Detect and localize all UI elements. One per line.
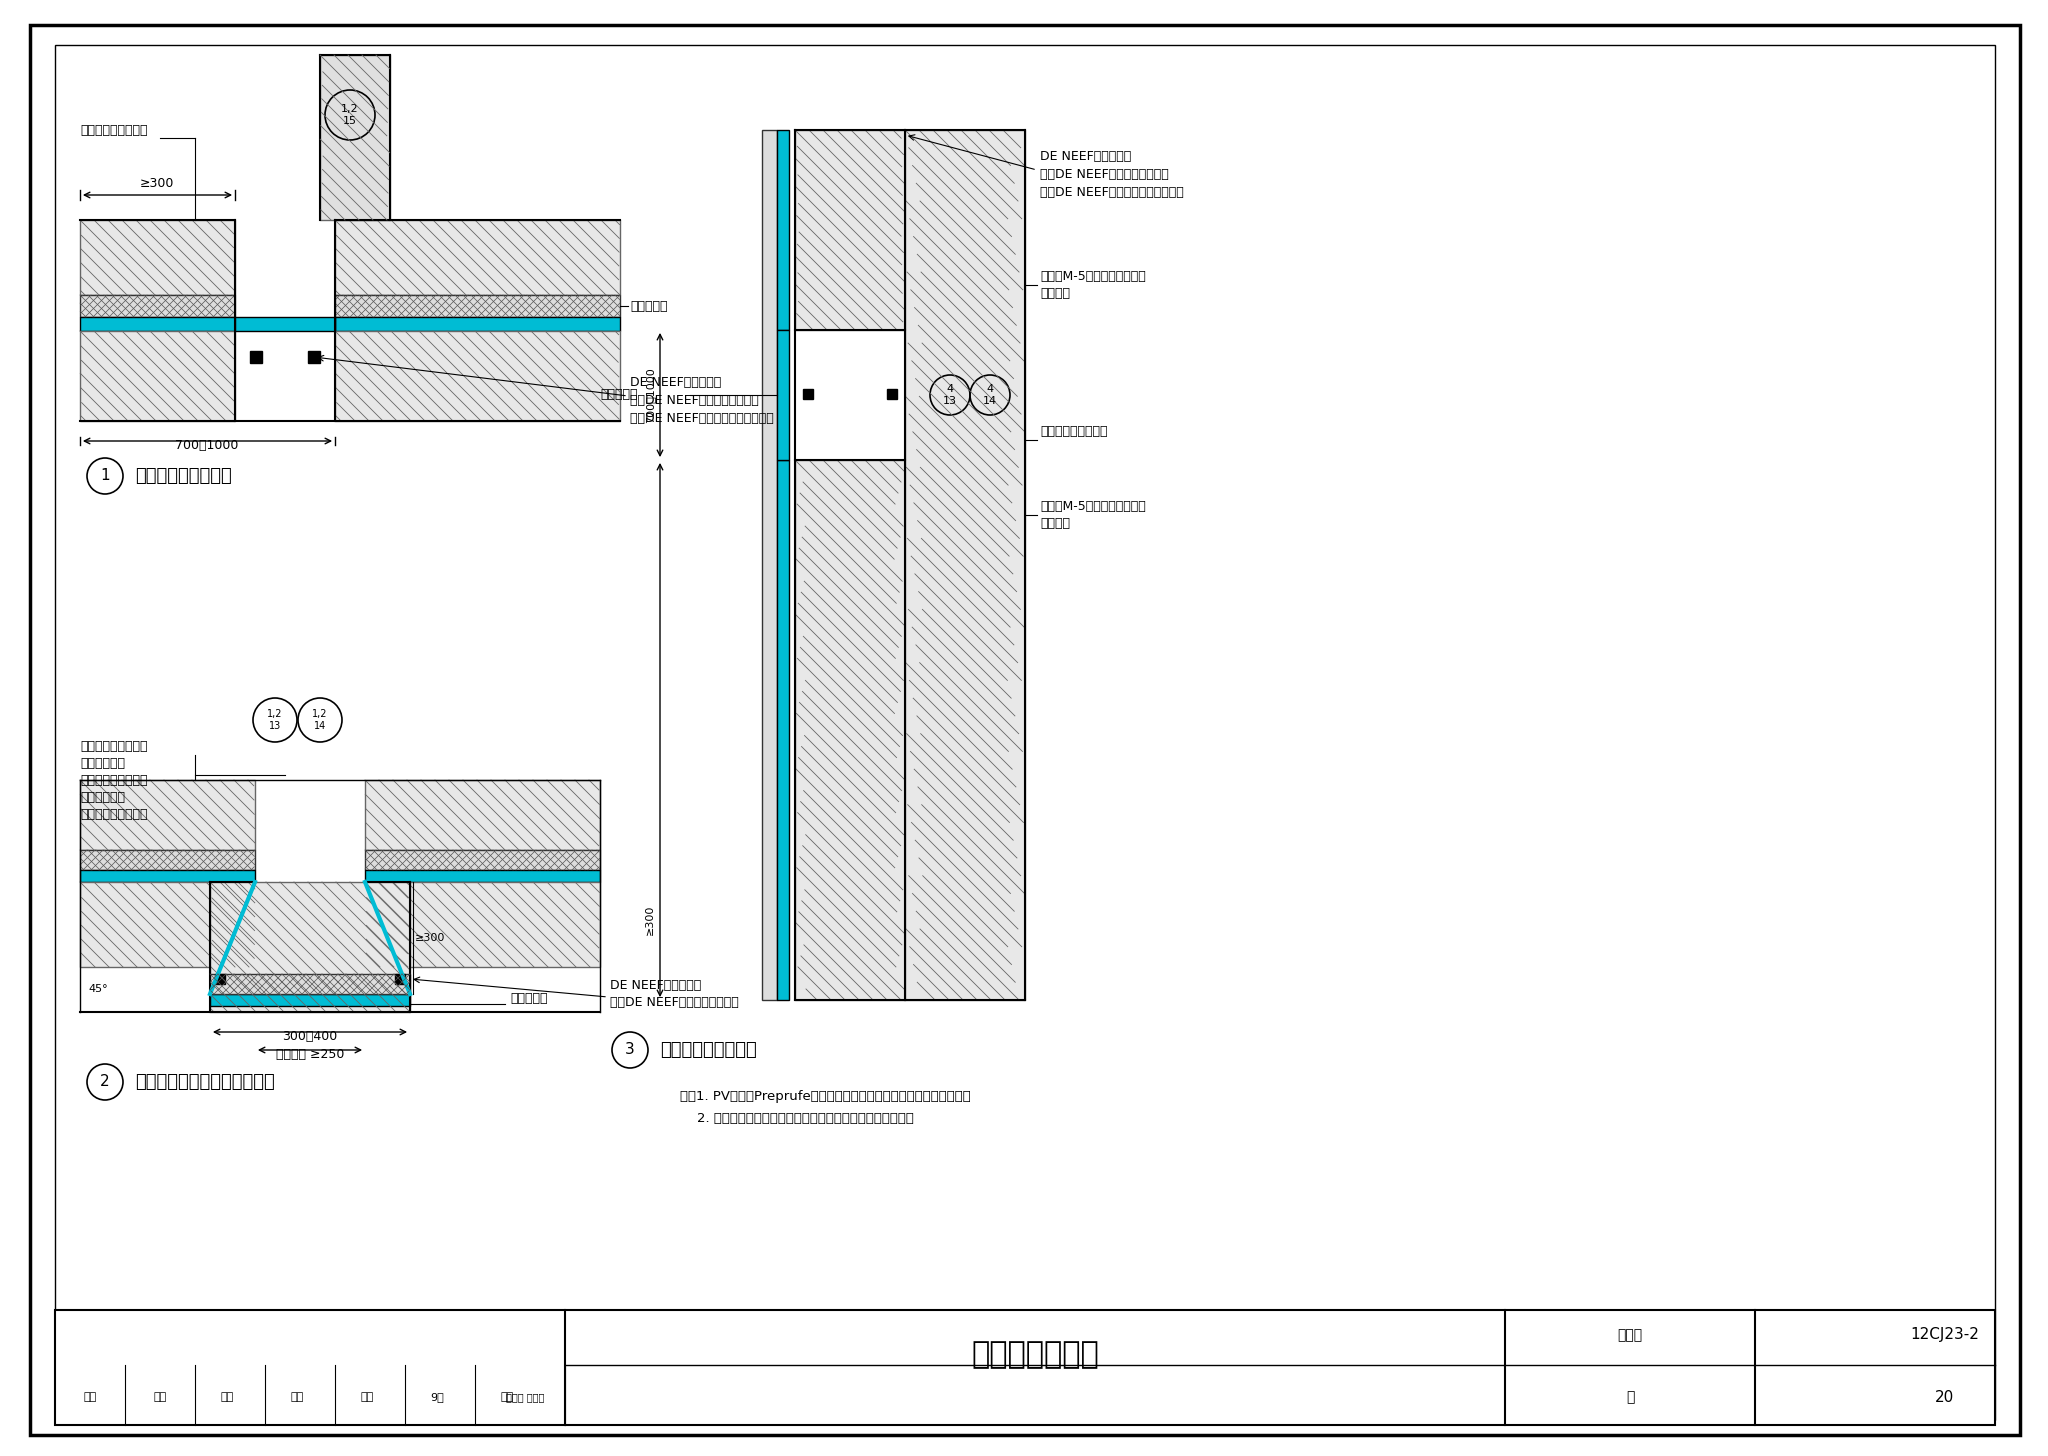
Text: 1,2
14: 1,2 14 (311, 709, 328, 731)
Bar (365, 850, 600, 871)
Text: 格永得M-5水泥基渗透结晶型: 格永得M-5水泥基渗透结晶型 (1040, 499, 1145, 513)
Text: 校对: 校对 (291, 1392, 303, 1402)
Bar (211, 974, 410, 994)
Text: 叶军: 叶军 (154, 1392, 166, 1402)
Text: ≥300: ≥300 (416, 933, 444, 943)
Bar (803, 389, 813, 399)
Bar (211, 882, 410, 1012)
Bar (365, 780, 600, 850)
Text: 45°: 45° (88, 984, 109, 994)
Bar (80, 871, 256, 882)
Text: （或DE NEEF遇水膨胀止水胶）: （或DE NEEF遇水膨胀止水胶） (631, 395, 758, 408)
Text: 后浇带宽 ≥250: 后浇带宽 ≥250 (276, 1048, 344, 1061)
Text: 9化: 9化 (430, 1392, 444, 1402)
Bar (336, 296, 621, 317)
Text: DE NEEF预埋注浆管: DE NEEF预埋注浆管 (631, 376, 721, 389)
Bar (762, 130, 776, 1000)
Text: 防水嵌缝材料: 防水嵌缝材料 (80, 791, 125, 804)
Bar (887, 389, 897, 399)
Bar (55, 1310, 1995, 1425)
Bar (250, 351, 262, 363)
Text: 2. 外墙后浇带超前止水防水构造参见本页底板后浇带做法。: 2. 外墙后浇带超前止水防水构造参见本页底板后浇带做法。 (680, 1112, 913, 1125)
Text: DE NEEF预埋注浆管: DE NEEF预埋注浆管 (1040, 150, 1130, 163)
Text: 外贴式止水带: 外贴式止水带 (80, 757, 125, 770)
Text: （见具体工程设计）: （见具体工程设计） (80, 775, 147, 788)
Bar (776, 331, 788, 460)
Text: （或DE NEEF遇水膨胀止水橡胶条）: （或DE NEEF遇水膨胀止水橡胶条） (631, 412, 774, 425)
Text: 顶板后浇带防水构造: 顶板后浇带防水构造 (135, 467, 231, 485)
Bar (905, 130, 1024, 1000)
Text: （或DE NEEF遇水膨胀止水胶）: （或DE NEEF遇水膨胀止水胶） (1040, 167, 1169, 181)
Bar (365, 871, 600, 882)
Text: 700～1000: 700～1000 (645, 367, 655, 422)
Text: 外墙后浇带防水构造: 外墙后浇带防水构造 (659, 1041, 758, 1059)
Text: ≥300: ≥300 (139, 178, 174, 189)
Text: 12CJ23-2: 12CJ23-2 (1911, 1328, 1980, 1342)
Bar (80, 296, 236, 317)
Text: 后浇补偿收缩混凝土: 后浇补偿收缩混凝土 (80, 740, 147, 753)
Text: 1,2
13: 1,2 13 (266, 709, 283, 731)
Bar (336, 317, 621, 331)
Bar (80, 850, 256, 871)
Bar (307, 351, 319, 363)
Text: 20: 20 (1935, 1389, 1954, 1405)
Text: 审核: 审核 (84, 1392, 96, 1402)
Text: 1: 1 (100, 469, 111, 483)
Bar (395, 974, 406, 984)
Text: 3: 3 (625, 1042, 635, 1057)
Text: 后浇补偿收缩混凝土: 后浇补偿收缩混凝土 (80, 124, 147, 137)
Bar (336, 220, 621, 296)
Text: 图集号: 图集号 (1618, 1328, 1642, 1342)
Text: 叶平: 叶平 (221, 1392, 233, 1402)
Bar (319, 55, 389, 220)
Text: 4
13: 4 13 (942, 384, 956, 406)
Text: 后浇带防水构造: 后浇带防水构造 (971, 1341, 1100, 1370)
Text: 防水加强层: 防水加强层 (600, 389, 637, 402)
Text: 格永得M-5水泥基渗透结晶型: 格永得M-5水泥基渗透结晶型 (1040, 269, 1145, 282)
Bar (211, 994, 410, 1006)
Text: ≥300: ≥300 (645, 904, 655, 935)
Text: 700～1000: 700～1000 (176, 440, 240, 451)
Bar (795, 460, 905, 1000)
Text: 1,2
15: 1,2 15 (342, 105, 358, 125)
Bar (80, 780, 256, 850)
Bar (795, 130, 905, 331)
Text: 注：1. PV系列和Preprufe预铺式高分子自粘胶膜防水卷材无需附加层。: 注：1. PV系列和Preprufe预铺式高分子自粘胶膜防水卷材无需附加层。 (680, 1091, 971, 1104)
Text: （或DE NEEF遇水膨胀止水橡胶条）: （或DE NEEF遇水膨胀止水橡胶条） (1040, 186, 1184, 199)
Bar (80, 220, 236, 296)
Bar (80, 331, 236, 421)
Bar (365, 882, 600, 967)
Text: 防水材料: 防水材料 (1040, 517, 1069, 530)
Text: 宁虎: 宁虎 (360, 1392, 373, 1402)
Text: DE NEEF预埋注浆管: DE NEEF预埋注浆管 (610, 978, 700, 992)
Text: 防水加强层: 防水加强层 (631, 300, 668, 313)
Text: （见具体工程设计）: （见具体工程设计） (80, 808, 147, 821)
Bar (236, 317, 336, 331)
Text: 页: 页 (1626, 1390, 1634, 1404)
Text: 蔡容花 蔡志文: 蔡容花 蔡志文 (506, 1392, 545, 1402)
Text: 防水材料: 防水材料 (1040, 287, 1069, 300)
Text: 底板后浇带超前止水防水构造: 底板后浇带超前止水防水构造 (135, 1073, 274, 1091)
Bar (776, 460, 788, 1000)
Text: 防水加强层: 防水加强层 (510, 992, 547, 1005)
Text: 2: 2 (100, 1075, 111, 1089)
Text: 后浇补偿收缩混凝土: 后浇补偿收缩混凝土 (1040, 425, 1108, 438)
Text: 300～400: 300～400 (283, 1029, 338, 1042)
Bar (215, 974, 225, 984)
Bar (776, 130, 788, 331)
Bar (80, 882, 256, 967)
Text: 4
14: 4 14 (983, 384, 997, 406)
Bar (336, 331, 621, 421)
Text: （或DE NEEF遇水膨胀止水胶）: （或DE NEEF遇水膨胀止水胶） (610, 996, 739, 1009)
Text: 设计: 设计 (500, 1392, 514, 1402)
Bar (80, 317, 236, 331)
